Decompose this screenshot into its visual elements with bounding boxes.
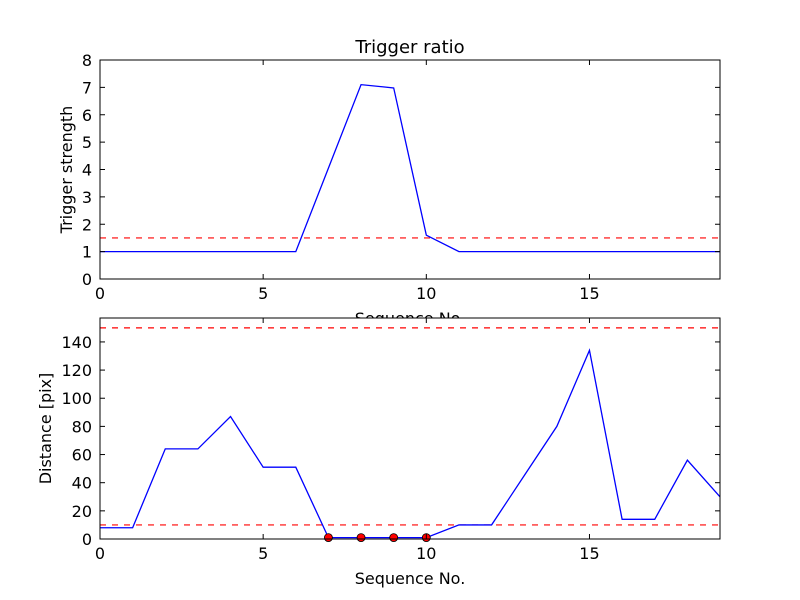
data-point-marker xyxy=(389,533,399,542)
y-tick-label: 7 xyxy=(82,78,92,97)
y-tick-label: 0 xyxy=(82,530,92,549)
y-tick-label: 140 xyxy=(61,333,92,352)
x-tick-label: 10 xyxy=(416,544,436,563)
x-tick-label: 10 xyxy=(416,284,436,303)
y-tick-label: 4 xyxy=(82,161,92,180)
y-tick-label: 60 xyxy=(72,446,92,465)
axes-frame xyxy=(99,317,721,540)
data-point-marker xyxy=(356,533,366,542)
series-line-1 xyxy=(100,348,721,539)
plot-area xyxy=(100,318,720,539)
y-tick-label: 80 xyxy=(72,417,92,436)
chart-title: Trigger ratio xyxy=(354,37,464,58)
y-tick-label: 5 xyxy=(82,133,92,152)
chart-panel-2: 0 5 10 15 0 20 40 60 80 100 120 140 Sequence No. Dist… xyxy=(36,317,721,588)
x-tick-label: 5 xyxy=(258,544,268,563)
y-tick-label: 20 xyxy=(72,502,92,521)
x-tick-label: 5 xyxy=(258,284,268,303)
y-tick-label: 100 xyxy=(61,389,92,408)
y-tick-label: 0 xyxy=(82,270,92,289)
y-tick-label: 1 xyxy=(82,243,92,262)
chart-panel-1: 051015012345678Sequence No.Trigger stren… xyxy=(57,37,721,328)
y-tick-label: 2 xyxy=(82,215,92,234)
data-point-marker xyxy=(324,533,333,542)
y-tick-label: 3 xyxy=(82,188,92,207)
x-tick-label: 15 xyxy=(579,544,599,563)
x-tick-label: 0 xyxy=(95,284,105,303)
y-tick-label: 8 xyxy=(82,51,92,70)
x-axis-label: Sequence No. xyxy=(355,569,466,588)
x-tick-label: 0 xyxy=(95,544,105,563)
y-axis-label: Trigger strength xyxy=(57,106,76,235)
y-tick-label: 120 xyxy=(61,361,92,380)
y-tick-label: 6 xyxy=(82,106,92,125)
plot-area xyxy=(100,60,720,279)
series-line-1 xyxy=(100,83,720,253)
x-tick-label: 15 xyxy=(579,284,599,303)
y-axis-label: Distance [pix] xyxy=(36,373,55,485)
y-tick-label: 40 xyxy=(72,474,92,493)
